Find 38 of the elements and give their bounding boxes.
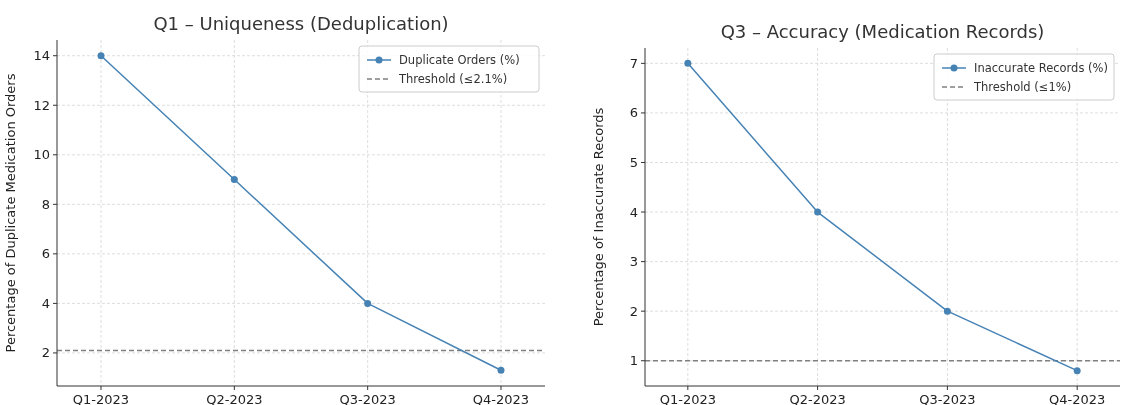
y-tick-label: 1 [629,353,638,369]
point [497,366,505,374]
x-tick-label: Q4-2023 [472,392,530,405]
point [230,176,238,184]
y-tick-label: 10 [33,147,50,163]
y-tick-label: 4 [629,204,638,220]
y-tick-label: 4 [41,295,50,311]
y-tick-label: 8 [41,196,50,212]
x-tick-label: Q2-2023 [206,392,263,405]
y-tick-label: 12 [33,97,50,113]
y-axis-title: Percentage of Duplicate Medication Orders [3,73,18,353]
y-tick-label: 14 [33,48,50,64]
point [684,59,692,67]
y-tick-label: 7 [629,55,638,71]
y-tick-label: 2 [41,345,50,361]
legend-label: Threshold (≤1%) [973,80,1072,95]
point [364,299,372,307]
chart-title: Q3 – Accuracy (Medication Records) [720,21,1045,42]
point [97,52,105,60]
x-tick-label: Q1-2023 [72,392,130,405]
y-axis-title: Percentage of Inaccurate Records [591,107,606,327]
point [1073,367,1081,375]
chart-title: Q1 – Uniqueness (Deduplication) [153,13,449,34]
x-tick-label: Q3-2023 [339,392,396,405]
legend-label: Duplicate Orders (%) [399,53,520,68]
y-tick-label: 2 [629,303,638,319]
legend-label: Inaccurate Records (%) [974,61,1108,76]
legend-label: Threshold (≤2.1%) [398,72,508,87]
y-tick-label: 6 [41,246,50,262]
y-tick-label: 5 [629,155,638,171]
y-tick-label: 3 [629,254,638,270]
x-tick-label: Q2-2023 [789,392,846,405]
x-tick-label: Q1-2023 [659,392,716,405]
x-tick-label: Q4-2023 [1049,392,1106,405]
point [814,208,822,216]
x-tick-label: Q3-2023 [919,392,976,405]
point [943,307,951,315]
y-tick-label: 6 [629,105,638,121]
